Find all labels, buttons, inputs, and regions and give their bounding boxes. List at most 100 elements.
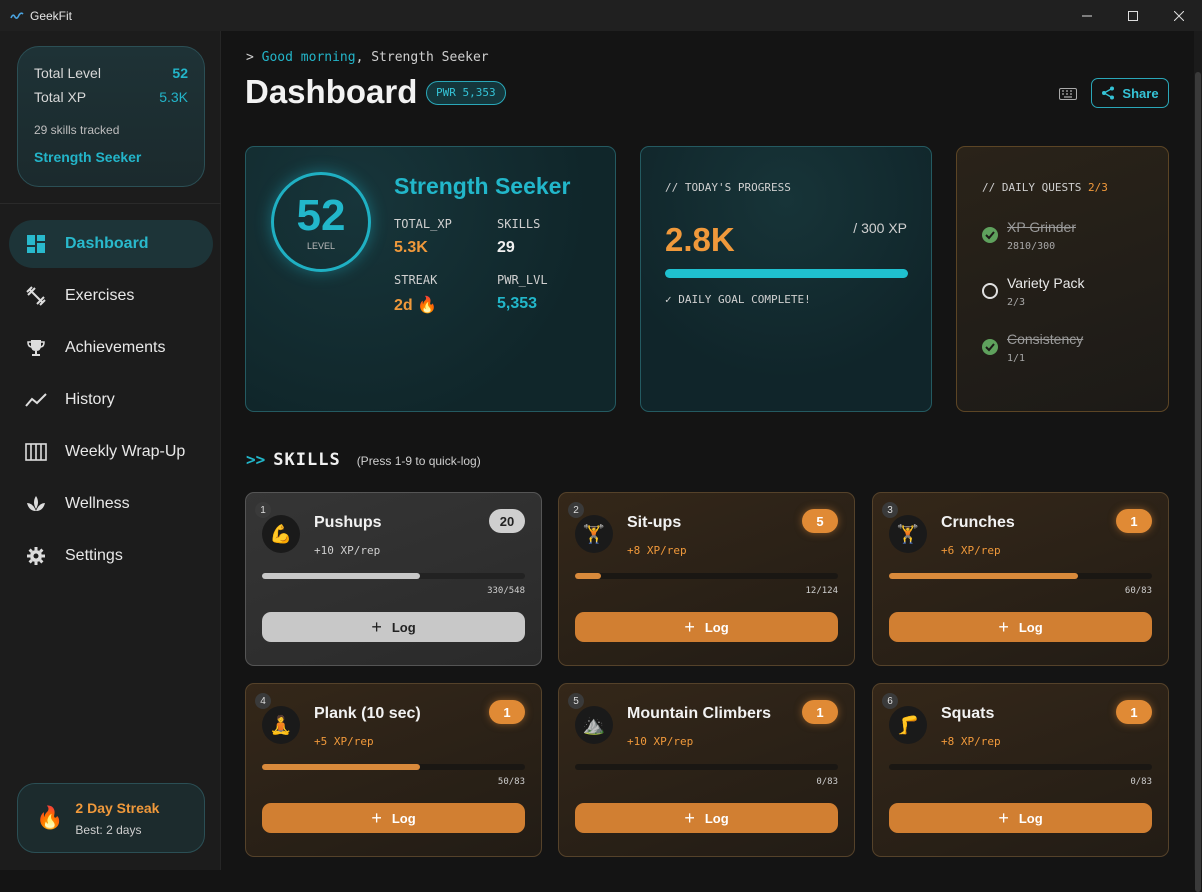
skill-level-badge: 20 <box>489 509 525 533</box>
skills-arrow: >> <box>246 450 266 469</box>
minimize-button[interactable] <box>1064 0 1110 31</box>
skill-progress-count: 0/83 <box>816 777 838 787</box>
stat-total-xp: TOTAL_XP 5.3K <box>394 217 452 257</box>
sidebar-item-dashboard[interactable]: Dashboard <box>9 220 213 268</box>
page-title: Dashboard <box>245 73 418 110</box>
close-button[interactable] <box>1156 0 1202 31</box>
skill-xp-rate: +10 XP/rep <box>627 735 694 748</box>
skills-title: SKILLS <box>273 450 341 470</box>
log-button[interactable]: + Log <box>575 803 838 833</box>
log-label: Log <box>704 810 729 826</box>
log-label: Log <box>1018 810 1043 826</box>
skill-card-squats[interactable]: 6 🦵 Squats +8 XP/rep 1 0/83 + Log <box>872 683 1169 857</box>
check-circle-icon <box>982 227 998 243</box>
sidebar-item-label: Wellness <box>65 495 130 512</box>
skill-name: Squats <box>941 705 995 722</box>
skill-xp-rate: +10 XP/rep <box>314 544 381 557</box>
plus-icon: + <box>684 617 695 637</box>
todays-progress-card: // TODAY'S PROGRESS 2.8K / 300 XP ✓ DAIL… <box>640 146 932 412</box>
scrollbar[interactable] <box>1194 31 1202 892</box>
plus-icon: + <box>684 808 695 828</box>
maximize-button[interactable] <box>1110 0 1156 31</box>
daily-quests-card: // DAILY QUESTS 2/3 XP Grinder 2810/300 … <box>956 146 1169 412</box>
sidebar-item-history[interactable]: History <box>9 376 213 424</box>
skill-hotkey: 2 <box>568 502 584 518</box>
log-button[interactable]: + Log <box>262 803 525 833</box>
streak-best: Best: 2 days <box>75 822 142 837</box>
log-button[interactable]: + Log <box>889 612 1152 642</box>
window-title: GeekFit <box>30 8 73 23</box>
level-card: 52 LEVEL Strength Seeker TOTAL_XP 5.3K S… <box>245 146 616 412</box>
skill-progress-bar <box>575 764 838 770</box>
log-button[interactable]: + Log <box>575 612 838 642</box>
skill-progress-bar <box>889 764 1152 770</box>
skill-card-sit-ups[interactable]: 2 🏋️ Sit-ups +8 XP/rep 5 12/124 + Log <box>558 492 855 666</box>
skills-header: >> SKILLS (Press 1-9 to quick-log) <box>246 450 481 470</box>
skill-progress-bar <box>889 573 1152 579</box>
log-button[interactable]: + Log <box>889 803 1152 833</box>
mountain-icon: ⛰️ <box>575 706 613 744</box>
skill-level-badge: 1 <box>489 700 525 724</box>
sidebar: Total Level 52 Total XP 5.3K 29 skills tra… <box>0 31 221 870</box>
quests-label-text: // DAILY QUESTS <box>982 181 1082 194</box>
sidebar-divider <box>0 203 221 204</box>
sidebar-item-settings[interactable]: Settings <box>9 532 213 580</box>
sidebar-item-exercises[interactable]: Exercises <box>9 272 213 320</box>
skill-progress-count: 330/548 <box>487 586 525 596</box>
keyboard-shortcuts-button[interactable] <box>1059 87 1077 100</box>
progress-value: 2.8K <box>665 221 735 258</box>
fire-icon: 🔥 <box>36 805 64 830</box>
sidebar-item-label: Weekly Wrap-Up <box>65 443 186 460</box>
log-button[interactable]: + Log <box>262 612 525 642</box>
stat-value: 29 <box>497 239 515 256</box>
stat-pwr-lvl: PWR_LVL 5,353 <box>497 273 548 313</box>
flexed-biceps-icon: 💪 <box>262 515 300 553</box>
skill-hotkey: 5 <box>568 693 584 709</box>
skill-card-plank[interactable]: 4 🧘 Plank (10 sec) +5 XP/rep 1 50/83 + Lo… <box>245 683 542 857</box>
quest-name: XP Grinder <box>1007 219 1076 235</box>
progress-bar <box>665 269 908 278</box>
weightlifter-icon: 🏋️ <box>889 515 927 553</box>
trophy-icon <box>25 337 47 359</box>
scrollbar-thumb[interactable] <box>1195 72 1201 892</box>
main-content: > Good morning, Strength Seeker Dashboar… <box>222 31 1194 870</box>
empty-circle-icon <box>982 283 998 299</box>
level-ring: 52 LEVEL <box>271 172 371 272</box>
level-card-name: Strength Seeker <box>394 173 571 199</box>
greeting-accent: Good morning <box>261 50 356 65</box>
skill-card-mountain-climbers[interactable]: 5 ⛰️ Mountain Climbers +10 XP/rep 1 0/83… <box>558 683 855 857</box>
quest-name: Variety Pack <box>1007 275 1085 291</box>
skill-progress-bar <box>575 573 838 579</box>
greeting: > Good morning, Strength Seeker <box>246 50 489 65</box>
check-circle-icon <box>982 339 998 355</box>
share-button[interactable]: Share <box>1091 78 1169 108</box>
stat-label: STREAK <box>394 273 438 287</box>
level-number: 52 <box>296 190 346 240</box>
meditation-icon: 🧘 <box>262 706 300 744</box>
sidebar-nav: Dashboard Exercises Achievements History… <box>9 220 213 584</box>
total-xp-value: 5.3K <box>159 89 188 105</box>
sidebar-item-wellness[interactable]: Wellness <box>9 480 213 528</box>
skill-level-badge: 1 <box>802 700 838 724</box>
quests-count: 2/3 <box>1087 181 1108 194</box>
stat-label: TOTAL_XP <box>394 217 452 231</box>
sidebar-item-achievements[interactable]: Achievements <box>9 324 213 372</box>
skill-progress-count: 0/83 <box>1130 777 1152 787</box>
skill-name: Crunches <box>941 514 1015 531</box>
stat-label: PWR_LVL <box>497 273 548 287</box>
total-level-label: Total Level <box>34 65 101 81</box>
sidebar-item-weekly-wrap-up[interactable]: Weekly Wrap-Up <box>9 428 213 476</box>
skill-hotkey: 6 <box>882 693 898 709</box>
title-bar: GeekFit <box>0 0 1202 31</box>
quest-progress: 2810/300 <box>1007 241 1056 252</box>
gear-icon <box>25 545 47 567</box>
skill-name: Mountain Climbers <box>627 705 772 722</box>
skill-card-crunches[interactable]: 3 🏋️ Crunches +6 XP/rep 1 60/83 + Log <box>872 492 1169 666</box>
quest-name: Consistency <box>1007 331 1084 347</box>
app-logo-icon <box>10 11 24 21</box>
quest-progress: 1/1 <box>1007 353 1026 364</box>
skill-card-pushups[interactable]: 1 💪 Pushups +10 XP/rep 20 330/548 + Log <box>245 492 542 666</box>
sidebar-item-label: Settings <box>65 547 123 564</box>
dumbbell-icon <box>25 285 47 307</box>
close-icon <box>1174 10 1184 21</box>
